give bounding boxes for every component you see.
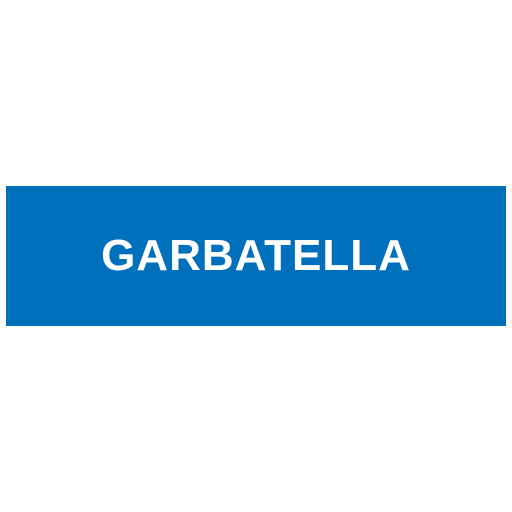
station-sign: GARBATELLA [6,186,506,326]
station-name-label: GARBATELLA [101,231,411,280]
